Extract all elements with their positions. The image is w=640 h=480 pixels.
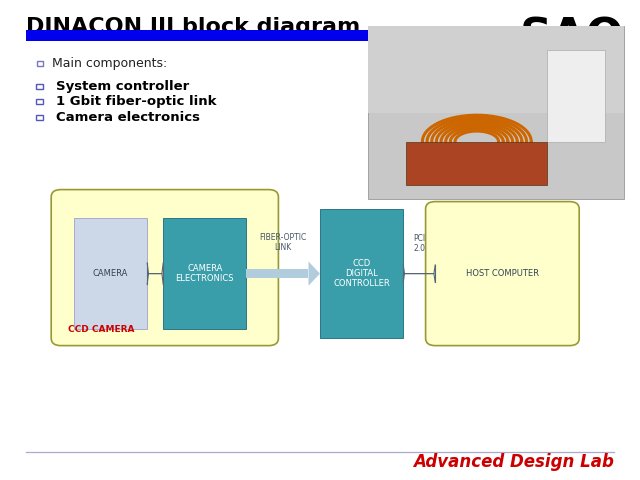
Bar: [163, 218, 246, 329]
Bar: [246, 269, 308, 278]
Bar: [36, 99, 43, 104]
FancyBboxPatch shape: [426, 202, 579, 346]
Text: DINACON III block diagram: DINACON III block diagram: [26, 17, 360, 37]
Bar: [74, 218, 147, 329]
Text: System controller: System controller: [56, 80, 189, 93]
Text: 1 Gbit fiber-optic link: 1 Gbit fiber-optic link: [56, 95, 217, 108]
Bar: [368, 26, 624, 113]
Bar: [406, 142, 547, 185]
Bar: [26, 30, 368, 41]
FancyBboxPatch shape: [51, 190, 278, 346]
Text: Camera electronics: Camera electronics: [56, 110, 200, 124]
Text: Main components:: Main components:: [52, 57, 168, 70]
Text: CAMERA
ELECTRONICS: CAMERA ELECTRONICS: [175, 264, 234, 283]
Bar: [368, 26, 624, 199]
Text: PCI
2.0: PCI 2.0: [413, 234, 425, 253]
Text: CCD CAMERA: CCD CAMERA: [68, 324, 135, 334]
Bar: [320, 209, 403, 338]
Text: FIBER-OPTIC
LINK: FIBER-OPTIC LINK: [260, 233, 307, 252]
Text: Advanced Design Lab: Advanced Design Lab: [413, 453, 614, 471]
Text: HOST COMPUTER: HOST COMPUTER: [466, 269, 539, 278]
Text: SAO: SAO: [520, 17, 624, 60]
Bar: [547, 50, 605, 142]
Polygon shape: [308, 262, 320, 286]
Text: CCD
DIGITAL
CONTROLLER: CCD DIGITAL CONTROLLER: [333, 259, 390, 288]
Bar: [36, 115, 43, 120]
Bar: [36, 84, 43, 89]
Text: CAMERA: CAMERA: [93, 269, 128, 278]
Bar: [37, 61, 42, 65]
